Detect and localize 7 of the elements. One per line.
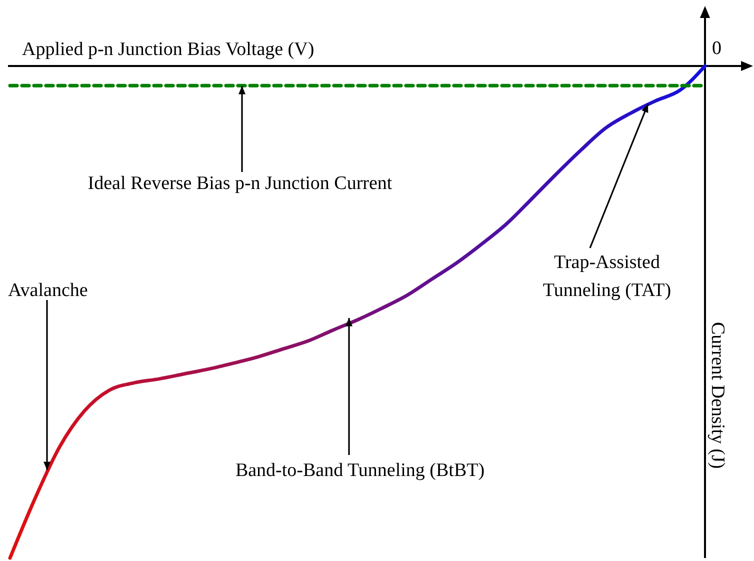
annotation: Trap-Assisted Tunneling (TAT) bbox=[542, 252, 672, 301]
y-axis-title: Current Density (J) bbox=[707, 322, 728, 469]
text: 0 bbox=[712, 38, 722, 59]
annotation: Band-to-Band Tunneling (BtBT) bbox=[235, 460, 485, 481]
annotation: Avalanche bbox=[8, 280, 88, 301]
annotation: Ideal Reverse Bias p-n Junction Current bbox=[88, 173, 393, 194]
x-axis-title: Applied p-n Junction Bias Voltage (V) bbox=[22, 39, 314, 60]
